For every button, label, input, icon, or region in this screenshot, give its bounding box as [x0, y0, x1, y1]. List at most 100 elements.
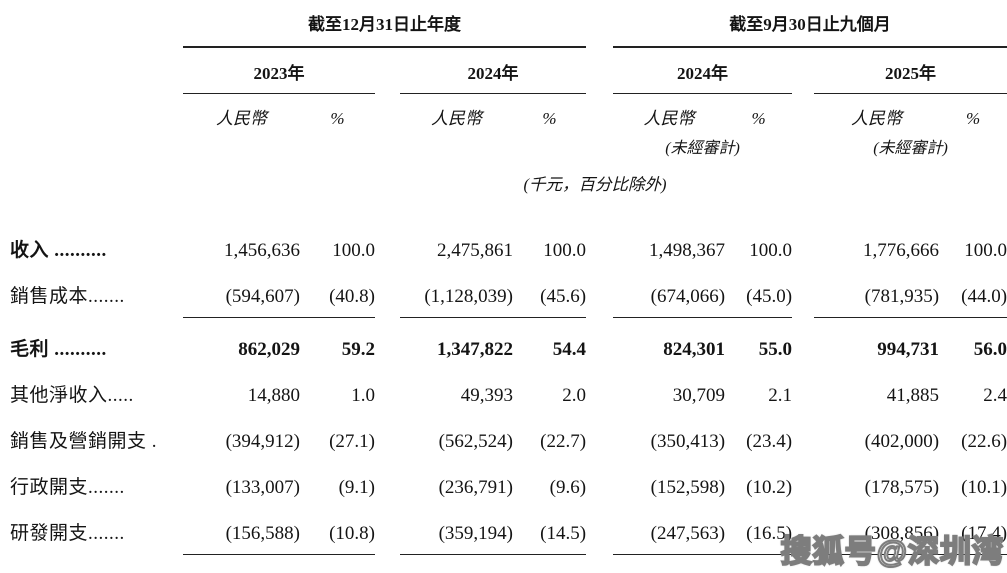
column-gap — [586, 47, 613, 94]
percent-cell: 9.6 — [513, 554, 586, 573]
amount-cell: (247,563) — [613, 508, 726, 555]
row-label: 研發開支....... — [10, 523, 125, 544]
percent-cell: (10.2) — [746, 477, 793, 498]
percent-cell: (10.8) — [300, 508, 375, 555]
row-label: 行政開支....... — [10, 477, 125, 498]
percent-cell: (9.1) — [338, 477, 375, 498]
table-row: 銷售成本....... (594,607) (40.8) (1,128,039) (45… — [0, 271, 1007, 318]
amount-cell: 41,885 — [886, 385, 940, 406]
units-row: (千元，百分比除外) — [0, 158, 1007, 195]
header-spacer — [0, 130, 183, 158]
percent-cell: (9.6) — [549, 477, 587, 498]
percent-cell: 2.1 — [768, 385, 793, 406]
row-label: 收入 .......... — [10, 240, 107, 261]
amount-cell: (350,413) — [650, 431, 726, 452]
column-gap — [586, 130, 613, 158]
table-body: 收入 .......... 1,456,636 100.0 2,475,861 100.… — [0, 195, 1007, 573]
column-gap — [375, 416, 400, 462]
year-header-2023: 2023年 — [183, 47, 375, 94]
percent-cell: 13.2 — [300, 554, 375, 573]
percent-cell: 1.0 — [351, 385, 375, 406]
amount-cell: 238,706 — [400, 554, 513, 573]
percent-cell: 56.0 — [973, 339, 1007, 360]
amount-cell: (674,066) — [613, 271, 726, 318]
percent-label: % — [751, 109, 766, 128]
percent-cell: (45.0) — [725, 271, 793, 318]
column-gap — [586, 508, 613, 554]
header-spacer — [0, 94, 183, 131]
table-header: 截至12月31日止年度 截至9月30日止九個月 2023年 2024年 2024… — [0, 2, 1007, 195]
column-gap — [586, 370, 613, 416]
amount-cell: (133,007) — [225, 477, 300, 498]
table-row: 行政開支....... (133,007) (9.1) (236,791) (9.6) (… — [0, 462, 1007, 508]
percent-cell: (17.4) — [939, 508, 1007, 555]
percent-label: % — [330, 109, 345, 128]
column-gap — [792, 370, 814, 416]
percent-cell: 100.0 — [543, 240, 587, 261]
column-gap — [586, 2, 613, 47]
amount-cell: (236,791) — [438, 477, 513, 498]
amount-cell: 994,731 — [877, 339, 940, 360]
column-gap — [375, 47, 400, 94]
column-gap — [375, 271, 400, 317]
amount-cell: 2,475,861 — [437, 240, 513, 261]
percent-cell: (16.5) — [725, 508, 793, 555]
period-header-annual: 截至12月31日止年度 — [183, 2, 587, 48]
amount-cell: 1,456,636 — [224, 240, 300, 261]
percent-cell: (22.7) — [540, 431, 587, 452]
column-gap — [586, 195, 613, 271]
column-gap — [792, 271, 814, 317]
year-header-2024: 2024年 — [400, 47, 587, 94]
currency-label: 人民幣 — [643, 109, 695, 128]
column-gap — [375, 508, 400, 554]
percent-cell: (40.8) — [300, 271, 375, 318]
amount-cell: (156,588) — [183, 508, 300, 555]
amount-cell: (394,912) — [225, 431, 300, 452]
currency-row: 人民幣 % 人民幣 % 人民幣 % 人民幣 % — [0, 94, 1007, 131]
amount-cell: (402,000) — [864, 431, 940, 452]
percent-cell: 100.0 — [332, 240, 375, 261]
row-label: 其他淨收入..... — [10, 385, 134, 406]
header-spacer — [0, 2, 183, 47]
percent-cell: (10.1) — [961, 477, 1007, 498]
percent-cell: (27.1) — [329, 431, 375, 452]
row-label: 銷售及營銷開支 . — [10, 431, 158, 452]
amount-cell: 862,029 — [238, 339, 300, 360]
header-spacer — [0, 158, 183, 195]
amount-cell: 49,393 — [460, 385, 513, 406]
units-note: (千元，百分比除外) — [523, 175, 667, 194]
amount-cell: 824,301 — [663, 339, 726, 360]
currency-label: 人民幣 — [216, 109, 267, 128]
percent-cell: 100.0 — [964, 240, 1007, 261]
header-spacer — [0, 47, 183, 94]
percent-cell: 100.0 — [749, 240, 793, 261]
year-header-2025-9m: 2025年 — [814, 47, 1007, 94]
percent-cell: (23.4) — [746, 431, 793, 452]
amount-cell: 1,498,367 — [649, 240, 726, 261]
column-gap — [586, 271, 613, 317]
percent-cell: (14.5) — [513, 508, 587, 555]
amount-cell: (562,524) — [438, 431, 513, 452]
column-gap — [586, 317, 613, 370]
column-gap — [586, 94, 613, 131]
percent-cell: 2.0 — [562, 385, 587, 406]
sohu-watermark: 搜狐号@深圳湾 — [780, 533, 1004, 570]
column-gap — [586, 416, 613, 462]
amount-cell: (152,598) — [650, 477, 726, 498]
column-gap — [375, 195, 400, 271]
currency-label: 人民幣 — [431, 109, 482, 128]
unaudited-row: (未經審計) (未經審計) — [0, 130, 1007, 158]
amount-cell: 104,436 — [613, 554, 725, 573]
column-gap — [375, 554, 400, 573]
currency-label: 人民幣 — [851, 109, 903, 128]
column-gap — [586, 462, 613, 508]
year-row: 2023年 2024年 2024年 2025年 — [0, 47, 1007, 94]
column-gap — [375, 317, 400, 370]
column-gap — [586, 554, 613, 573]
column-gap — [792, 130, 814, 158]
unaudited-note: (未經審計) — [873, 140, 948, 157]
amount-cell: 1,776,666 — [863, 240, 940, 261]
amount-cell: (308,856) — [814, 508, 940, 555]
amount-cell: 192,402 — [183, 554, 300, 573]
